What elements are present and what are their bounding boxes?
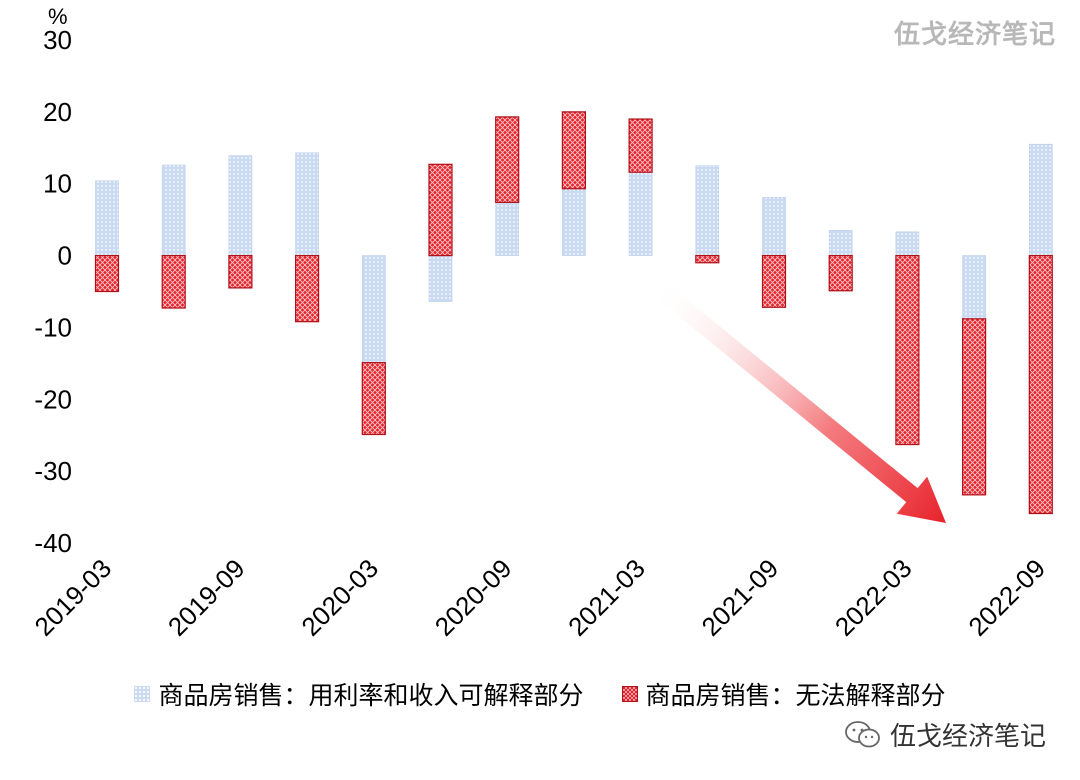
x-tick-label: 2022-03	[829, 553, 918, 642]
bar-explained	[428, 255, 453, 302]
bar-explained	[95, 180, 119, 256]
bar-unexplained	[228, 254, 253, 289]
bar-explained	[762, 197, 786, 256]
legend-item-explained: 商品房销售：用利率和收入可解释部分	[134, 676, 584, 712]
y-tick-label: 0	[58, 241, 72, 271]
x-tick-label: 2019-09	[162, 553, 251, 642]
legend-label-unexplained: 商品房销售：无法解释部分	[645, 681, 946, 710]
bar-unexplained	[428, 163, 453, 257]
bar-explained	[628, 171, 653, 256]
legend-swatch-unexplained	[621, 686, 638, 702]
y-tick-label: -10	[34, 312, 72, 342]
bar-unexplained	[695, 254, 720, 264]
x-tick-label: 2021-09	[696, 553, 785, 642]
wechat-icon	[845, 720, 880, 747]
y-tick-label: 20	[43, 97, 72, 127]
x-tick-label: 2019-03	[29, 553, 118, 642]
legend-label-explained: 商品房销售：用利率和收入可解释部分	[158, 681, 584, 710]
bar-unexplained	[761, 254, 787, 308]
x-tick-label: 2020-09	[429, 553, 518, 642]
bar-unexplained	[828, 254, 853, 292]
bar-unexplained	[961, 318, 987, 496]
legend-item-unexplained: 商品房销售：无法解释部分	[621, 676, 946, 712]
bar-explained	[695, 165, 720, 256]
bar-unexplained	[895, 254, 920, 446]
bar-explained	[562, 188, 586, 256]
watermark-bottom: 伍戈经济笔记	[844, 716, 1046, 753]
bar-unexplained	[94, 254, 120, 293]
bar-explained	[828, 230, 853, 256]
bar-unexplained	[295, 254, 320, 323]
bar-explained	[295, 152, 319, 256]
bar-explained	[228, 155, 253, 256]
bar-unexplained	[561, 111, 587, 190]
bar-unexplained	[1028, 254, 1053, 515]
x-tick-label: 2022-09	[962, 553, 1051, 642]
watermark-bottom-text: 伍戈经济笔记	[889, 722, 1046, 752]
y-tick-label: -20	[34, 384, 72, 414]
y-tick-label: -30	[34, 456, 72, 486]
legend-swatch-explained	[134, 686, 151, 702]
bar-explained	[495, 202, 520, 256]
trend-arrow-shape	[649, 278, 946, 523]
x-tick-label: 2021-03	[562, 553, 651, 642]
bar-explained	[361, 255, 386, 363]
bar-unexplained	[628, 118, 653, 173]
y-tick-label: -40	[34, 528, 72, 558]
x-tick-label: 2020-03	[295, 553, 384, 642]
trend-arrow	[649, 278, 946, 523]
bar-unexplained	[161, 254, 186, 309]
bar-explained	[895, 231, 920, 256]
legend: 商品房销售：用利率和收入可解释部分 商品房销售：无法解释部分	[0, 676, 1080, 712]
bar-unexplained	[361, 362, 386, 436]
bar-explained	[161, 164, 186, 256]
y-tick-label: 10	[43, 169, 72, 199]
bar-unexplained	[495, 116, 520, 203]
y-unit-label: %	[48, 4, 68, 29]
watermark-top: 伍戈经济笔记	[893, 20, 1056, 50]
bar-explained	[962, 255, 986, 320]
bar-explained	[1029, 143, 1053, 256]
y-tick-label: 30	[43, 25, 72, 55]
